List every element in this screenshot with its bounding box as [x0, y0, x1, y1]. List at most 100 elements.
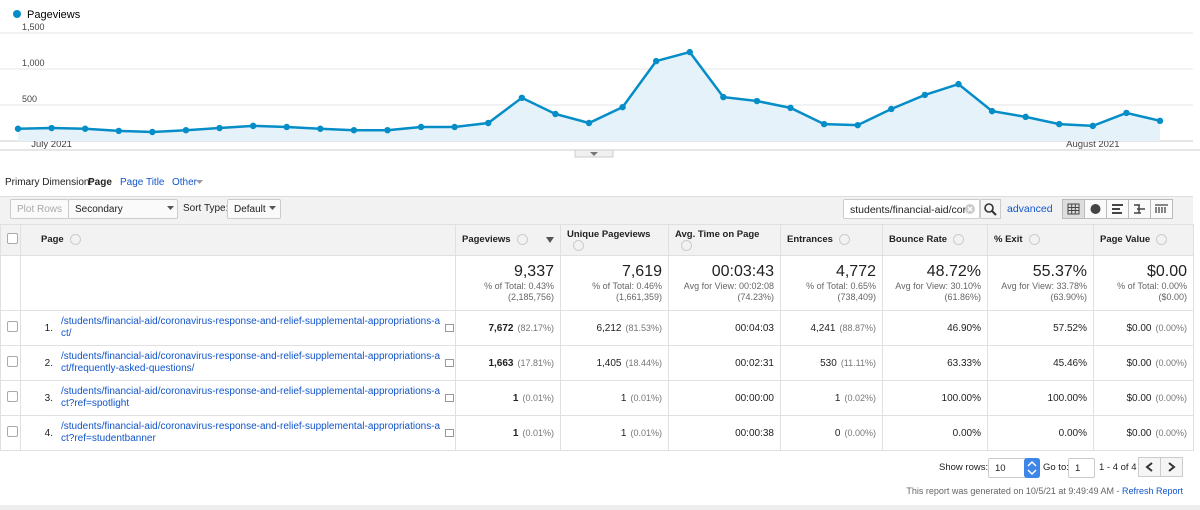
search-input[interactable]: students/financial-aid/coro: [843, 199, 980, 219]
metric-cell: 0.00%: [987, 415, 1094, 451]
metric-value: 1: [512, 427, 519, 439]
advanced-link[interactable]: advanced: [1007, 203, 1053, 215]
help-icon: [1156, 234, 1168, 246]
open-icon[interactable]: [445, 394, 454, 402]
point: [820, 120, 828, 128]
checkbox[interactable]: [7, 391, 18, 402]
total-sub: (738,409): [837, 292, 876, 302]
column-header[interactable]: Page Value: [1093, 224, 1194, 256]
total-sub: (61.86%): [944, 292, 981, 302]
total-sub: Avg for View: 30.10%: [895, 281, 981, 291]
point: [686, 48, 693, 56]
column-header[interactable]: Unique Pageviews: [560, 224, 669, 256]
column-header[interactable]: Entrances: [780, 224, 883, 256]
point: [485, 119, 492, 127]
dropdown-caret: [196, 180, 203, 184]
point: [753, 97, 761, 105]
point: [249, 122, 257, 130]
pager[interactable]: [1138, 457, 1183, 477]
open-icon[interactable]: [445, 324, 454, 332]
metric-percent: (82.17%): [517, 322, 554, 333]
metric-value: 0: [834, 427, 841, 439]
total-value: 00:03:43: [711, 263, 774, 280]
page-link[interactable]: /students/financial-aid/coronavirus-resp…: [61, 421, 441, 444]
checkbox[interactable]: [7, 233, 18, 244]
page-cell: 4. /students/financial-aid/coronavirus-re…: [20, 415, 456, 451]
checkbox[interactable]: [7, 356, 18, 367]
column-header[interactable]: Avg. Time on Page: [668, 224, 781, 256]
point: [988, 107, 996, 115]
metric-cell: $0.00 (0.00%): [1093, 345, 1194, 381]
page-link[interactable]: /students/financial-aid/coronavirus-resp…: [61, 316, 441, 339]
total-value: $0.00: [1146, 263, 1187, 280]
metric-percent: (0.00%): [844, 427, 876, 438]
metric-value: 45.46%: [1053, 357, 1087, 369]
total-cell: 4,772% of Total: 0.65% (738,409): [780, 255, 883, 311]
clear-search[interactable]: [964, 203, 976, 215]
metric-percent: (11.11%): [840, 357, 876, 368]
dimension-option[interactable]: Page Title: [120, 177, 165, 188]
point: [1089, 122, 1097, 130]
metric-value: 100.00%: [941, 392, 981, 404]
point: [1123, 109, 1130, 117]
metric-percent: (0.00%): [1155, 357, 1187, 368]
metric-cell: 0 (0.00%): [780, 415, 883, 451]
secondary-dimension-select[interactable]: Secondary dimension: [68, 199, 178, 235]
metric-value: 4,241: [810, 322, 836, 334]
metric-cell: 100.00%: [882, 380, 988, 416]
data-table: Page Pageviews Unique Pageviews Avg. Time o…: [0, 224, 1194, 451]
row-index: 4.: [44, 427, 53, 439]
metric-percent: (0.00%): [1155, 427, 1187, 438]
column-header[interactable]: % Exit: [987, 224, 1094, 256]
total-cell: 7,619% of Total: 0.46% (1,661,359): [560, 255, 669, 311]
metric-cell: $0.00 (0.00%): [1093, 415, 1194, 451]
metric-cell: 100.00%: [987, 380, 1094, 416]
metric-percent: (0.01%): [522, 427, 554, 438]
total-sub: (2,185,756): [507, 292, 554, 302]
metric-value: 0.00%: [952, 427, 981, 439]
column-header[interactable]: Page: [20, 224, 456, 256]
metric-value: 46.90%: [947, 322, 981, 334]
sort-select[interactable]: Default: [227, 199, 281, 219]
point: [216, 124, 223, 132]
help-icon: [953, 234, 965, 246]
total-cell: 48.72% Avg for View: 30.10% (61.86%): [882, 255, 988, 311]
header-text: Bounce Rate: [889, 234, 948, 246]
metric-value: 0.00%: [1058, 427, 1087, 439]
page-range: 1 - 4 of 4: [1099, 462, 1137, 473]
data-row: 3. /students/financial-aid/coronavirus-re…: [0, 380, 1194, 416]
metric-cell: 1 (0.02%): [780, 380, 883, 416]
total-cell: 55.37% Avg for View: 33.78% (63.90%): [987, 255, 1094, 311]
page-link[interactable]: /students/financial-aid/coronavirus-resp…: [61, 351, 441, 374]
data-row: 1. /students/financial-aid/coronavirus-re…: [0, 310, 1194, 346]
dropdown-caret: [269, 206, 276, 210]
column-header[interactable]: Pageviews: [455, 224, 561, 256]
column-header[interactable]: Bounce Rate: [882, 224, 988, 256]
point: [48, 124, 55, 132]
page-link[interactable]: /students/financial-aid/coronavirus-resp…: [61, 386, 441, 409]
total-value: 48.72%: [926, 263, 981, 280]
open-icon[interactable]: [445, 429, 454, 437]
total-sub: (1,661,359): [615, 292, 662, 302]
refresh-link[interactable]: Refresh Report: [1121, 486, 1183, 496]
view-switcher[interactable]: [1062, 199, 1174, 219]
dimension-option[interactable]: Other: [172, 177, 198, 188]
total-sub: Avg for View: 33.78%: [1001, 281, 1087, 291]
point: [585, 119, 593, 127]
open-icon[interactable]: [445, 359, 454, 367]
metric-value: 6,212: [596, 322, 622, 334]
rows-stepper[interactable]: [1024, 458, 1040, 478]
metric-value: 7,672: [488, 322, 514, 334]
area: [18, 52, 1160, 141]
checkbox[interactable]: [7, 321, 18, 332]
metric-value: 00:04:03: [735, 322, 774, 334]
checkbox[interactable]: [7, 426, 18, 437]
metric-value: $0.00: [1126, 427, 1152, 439]
data-row: 4. /students/financial-aid/coronavirus-re…: [0, 415, 1194, 451]
metric-percent: (0.00%): [1155, 392, 1187, 403]
goto-input[interactable]: 1: [1068, 458, 1095, 478]
search-button[interactable]: [980, 199, 1001, 219]
metric-value: 530: [820, 357, 837, 369]
dimension-option[interactable]: Page: [88, 177, 112, 188]
